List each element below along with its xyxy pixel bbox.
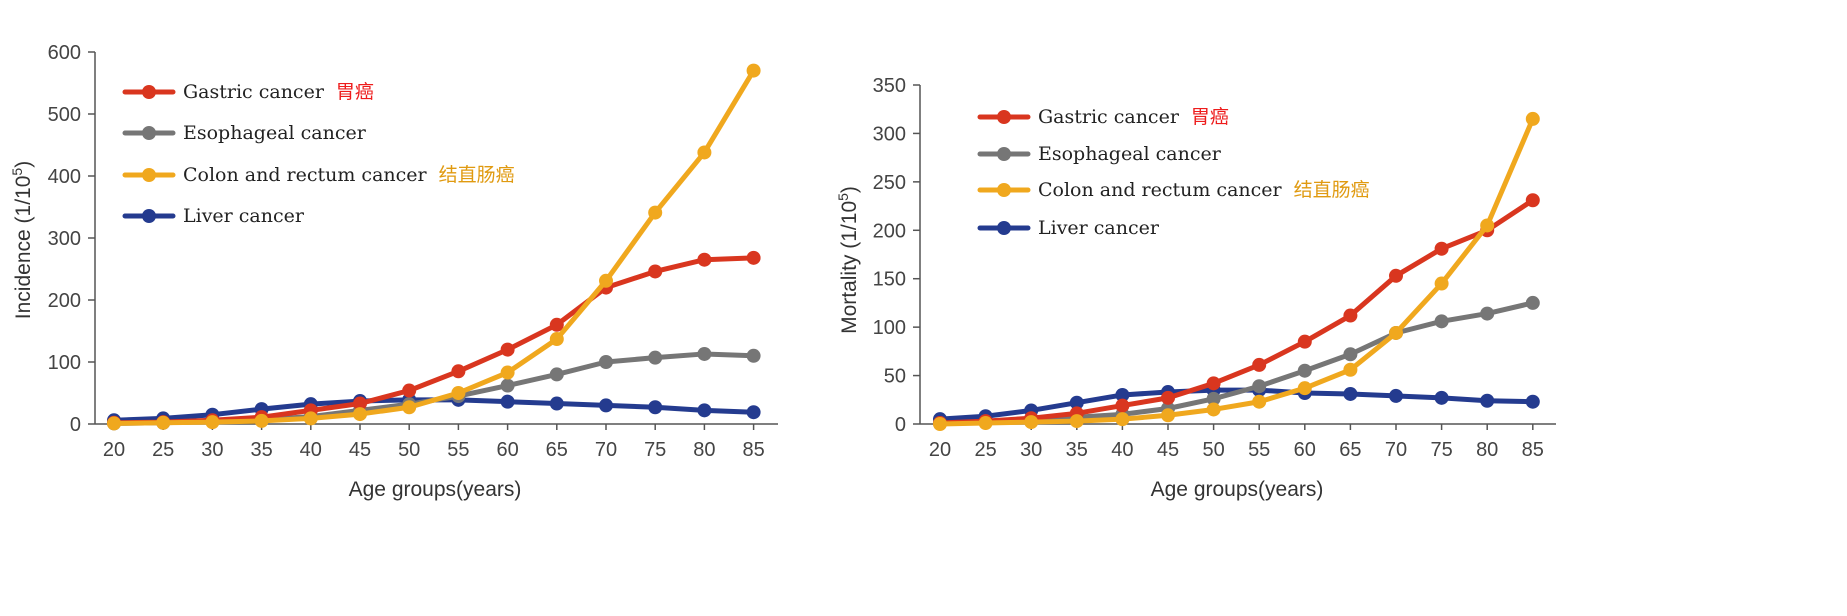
x-tick-label: 80 (693, 439, 715, 461)
legend-label-en: Esophageal cancer (183, 122, 367, 144)
legend-label-en: Colon and rectum cancer (183, 164, 428, 186)
y-tick-label: 200 (48, 290, 81, 312)
x-tick-label: 70 (595, 439, 617, 461)
legend-label-en: Gastric cancer (183, 81, 325, 103)
x-tick-label: 50 (398, 439, 420, 461)
x-tick-label: 30 (201, 439, 223, 461)
legend-label-colon: Colon and rectum cancer 结直肠癌 (183, 164, 515, 186)
data-point-colon (156, 415, 171, 430)
data-point-liver (697, 403, 712, 418)
y-tick-label: 100 (48, 352, 81, 374)
x-tick-label: 55 (447, 439, 469, 461)
data-point-colon (205, 415, 220, 430)
data-point-gastric (549, 317, 564, 332)
data-point-gastric (500, 342, 515, 357)
x-tick-label: 35 (250, 439, 272, 461)
data-point-esophageal (697, 346, 712, 361)
x-tick-label: 45 (349, 439, 371, 461)
series-colon (107, 63, 761, 431)
data-point-colon (549, 332, 564, 347)
x-tick-label: 40 (300, 439, 322, 461)
y-tick-label: 300 (48, 228, 81, 250)
legend-label-cn: 胃癌 (336, 81, 374, 103)
data-point-esophageal (746, 348, 761, 363)
data-point-colon (402, 400, 417, 415)
y-axis-title-exponent: 5 (9, 168, 25, 176)
data-point-colon (599, 273, 613, 288)
legend-label-gastric: Gastric cancer 胃癌 (183, 81, 374, 103)
data-point-colon (353, 407, 367, 422)
data-point-liver (549, 396, 564, 411)
x-tick-label: 75 (644, 439, 666, 461)
legend-swatch-marker (142, 126, 156, 140)
y-axis-title-main: Incidence (1/10 (12, 176, 35, 320)
data-point-colon (697, 145, 712, 160)
data-point-colon (303, 411, 318, 426)
x-tick-label: 20 (103, 439, 125, 461)
legend-swatch-marker (142, 85, 156, 99)
legend-label-cn: 结直肠癌 (439, 164, 515, 186)
data-point-colon (746, 63, 761, 78)
legend-label-esophageal: Esophageal cancer (183, 122, 367, 144)
y-tick-label: 400 (48, 166, 81, 188)
data-point-gastric (697, 252, 712, 267)
data-point-gastric (451, 364, 466, 379)
data-point-colon (254, 413, 269, 428)
data-point-gastric (746, 250, 761, 265)
y-tick-label: 600 (48, 42, 81, 64)
legend-swatch-marker (142, 209, 156, 223)
series-gastric (107, 250, 761, 430)
data-point-esophageal (500, 378, 515, 393)
data-point-liver (746, 405, 761, 420)
data-point-colon (451, 386, 466, 400)
series-line-colon (111, 68, 757, 426)
legend-label-en: Liver cancer (183, 205, 305, 227)
data-point-esophageal (549, 367, 564, 382)
data-point-liver (500, 394, 515, 409)
y-tick-label: 0 (70, 414, 81, 436)
data-point-colon (500, 365, 515, 380)
data-point-liver (648, 400, 663, 415)
data-point-liver (599, 398, 613, 413)
x-tick-label: 85 (742, 439, 764, 461)
data-point-colon (107, 416, 121, 431)
legend-swatch-marker (142, 168, 156, 182)
y-axis-title: Incidence (1/105) (9, 161, 35, 319)
data-point-esophageal (599, 355, 613, 369)
data-point-colon (648, 205, 663, 220)
x-tick-label: 60 (496, 439, 518, 461)
data-point-gastric (353, 396, 367, 411)
data-point-gastric (402, 383, 417, 398)
series-esophageal (107, 346, 761, 431)
x-tick-label: 65 (546, 439, 568, 461)
legend-label-liver: Liver cancer (183, 205, 305, 227)
y-tick-label: 500 (48, 104, 81, 126)
x-tick-label: 25 (152, 439, 174, 461)
y-axis-title-close: ) (12, 161, 35, 168)
data-point-gastric (648, 264, 663, 279)
legend: Gastric cancer 胃癌 Esophageal cancer Colon a… (122, 81, 515, 227)
data-point-esophageal (648, 350, 663, 365)
x-axis-title: Age groups(years) (349, 478, 522, 501)
